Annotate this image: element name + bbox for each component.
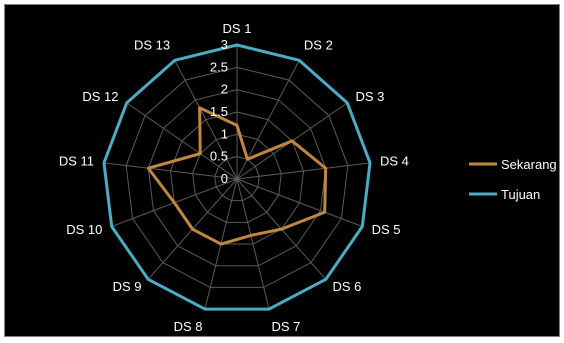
series-line-tujuan — [102, 43, 372, 311]
grid-ring — [147, 89, 327, 267]
grid-spoke — [236, 162, 371, 180]
legend-label-tujuan: Tujuan — [501, 187, 540, 202]
grid-ring — [125, 66, 349, 288]
series-line-sekarang — [146, 106, 328, 246]
radar-series — [102, 43, 372, 311]
radial-tick-label: 1 — [221, 126, 228, 141]
category-label: DS 8 — [174, 319, 203, 334]
radial-tick-label: 0.5 — [210, 149, 228, 164]
radar-chart: 00.511.522.53 DS 1DS 2DS 3DS 4DS 5DS 6DS… — [59, 21, 557, 334]
category-label: DS 6 — [332, 279, 361, 294]
radial-tick-labels: 0 0.5 1 1.5 2 2.5 3 — [210, 37, 228, 186]
radial-tick-label: 2.5 — [210, 59, 228, 74]
radar-spokes — [103, 45, 371, 310]
grid-spoke — [236, 178, 270, 310]
category-label: DS 5 — [372, 222, 401, 237]
radial-tick-label: 0 — [221, 171, 228, 186]
grid-spoke — [126, 102, 238, 180]
category-label: DS 7 — [271, 319, 300, 334]
category-label: DS 12 — [82, 89, 118, 104]
grid-ring — [192, 133, 282, 223]
legend-label-sekarang: Sekarang — [501, 157, 557, 172]
grid-spoke — [236, 60, 300, 180]
radial-tick-label: 1.5 — [210, 104, 228, 119]
grid-spoke — [236, 178, 363, 227]
category-label: DS 10 — [66, 222, 102, 237]
category-label: DS 1 — [223, 21, 252, 36]
grid-spoke — [174, 60, 238, 180]
chart-area: 0 0.5 1 1.5 2 2.5 3 DS 1 DS 2 DS 3 DS 4 DS 5 DS 6 DS… — [4, 4, 560, 337]
category-label: DS 2 — [304, 37, 333, 52]
grid-ring — [214, 156, 260, 202]
grid-spoke — [103, 162, 238, 180]
category-label: DS 3 — [356, 89, 385, 104]
category-label: DS 9 — [113, 279, 142, 294]
category-label: DS 4 — [380, 154, 409, 169]
category-label: DS 13 — [134, 37, 170, 52]
radial-tick-label: 2 — [221, 82, 228, 97]
category-labels: DS 1 DS 2 DS 3 DS 4 DS 5 DS 6 DS 7 DS 8 DS 9 DS 1… — [59, 21, 409, 334]
legend: Sekarang Tujuan — [469, 157, 557, 202]
grid-ring — [169, 111, 305, 245]
category-label: DS 11 — [59, 154, 94, 169]
radial-tick-label: 3 — [221, 37, 228, 52]
